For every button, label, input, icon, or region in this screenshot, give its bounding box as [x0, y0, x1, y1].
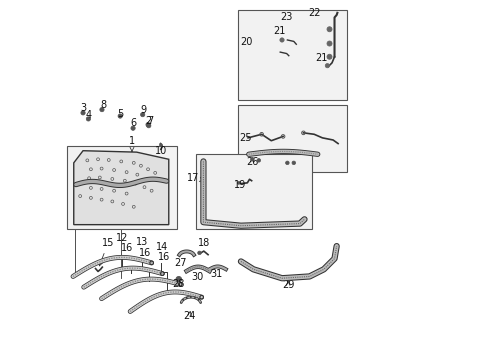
Circle shape: [81, 111, 85, 115]
Text: 30: 30: [191, 272, 203, 282]
FancyBboxPatch shape: [238, 105, 346, 172]
Text: 16: 16: [139, 248, 151, 258]
Text: 8: 8: [100, 100, 106, 110]
Circle shape: [326, 41, 331, 46]
Text: 15: 15: [99, 238, 114, 266]
Circle shape: [159, 144, 162, 147]
Text: 18: 18: [198, 238, 210, 248]
Circle shape: [86, 117, 90, 121]
Text: 10: 10: [155, 146, 167, 156]
Text: 1: 1: [129, 136, 135, 152]
Circle shape: [291, 161, 295, 165]
Text: 20: 20: [240, 37, 252, 47]
Circle shape: [140, 112, 144, 117]
Text: 2: 2: [144, 116, 151, 126]
Text: 24: 24: [183, 311, 195, 321]
Text: 19: 19: [234, 180, 246, 190]
Text: 7: 7: [146, 116, 153, 126]
Text: 6: 6: [130, 118, 136, 129]
Text: 23: 23: [280, 12, 292, 22]
Text: 21: 21: [273, 26, 285, 36]
Text: 9: 9: [141, 105, 146, 115]
Text: 25: 25: [239, 133, 251, 143]
Circle shape: [118, 114, 122, 118]
Circle shape: [279, 38, 284, 42]
Text: 22: 22: [307, 8, 320, 18]
Text: 27: 27: [174, 258, 187, 269]
Circle shape: [100, 108, 104, 112]
Text: 16: 16: [120, 243, 132, 253]
Text: 5: 5: [117, 109, 123, 120]
Circle shape: [326, 27, 331, 32]
Circle shape: [237, 181, 240, 184]
Circle shape: [326, 54, 331, 59]
Circle shape: [325, 64, 329, 68]
Text: 16: 16: [158, 252, 170, 262]
Circle shape: [176, 276, 181, 282]
Circle shape: [197, 251, 201, 255]
Text: 12: 12: [116, 233, 128, 243]
Text: 29: 29: [281, 280, 294, 290]
Text: 14: 14: [156, 242, 168, 252]
Text: 3: 3: [80, 103, 86, 113]
Text: 26: 26: [245, 157, 258, 167]
Text: 11: 11: [92, 205, 104, 215]
Text: 31: 31: [210, 269, 223, 279]
Polygon shape: [74, 151, 168, 225]
FancyBboxPatch shape: [238, 10, 346, 100]
Circle shape: [250, 157, 254, 161]
Text: 13: 13: [135, 237, 147, 247]
Text: 28: 28: [171, 279, 184, 289]
Circle shape: [146, 123, 151, 128]
Text: 21: 21: [314, 53, 327, 63]
FancyBboxPatch shape: [195, 154, 311, 229]
Circle shape: [131, 126, 135, 130]
Circle shape: [285, 161, 288, 165]
FancyBboxPatch shape: [67, 146, 177, 229]
Circle shape: [145, 122, 150, 127]
Text: 4: 4: [86, 110, 92, 120]
Circle shape: [257, 158, 260, 162]
Text: 17: 17: [186, 173, 203, 183]
